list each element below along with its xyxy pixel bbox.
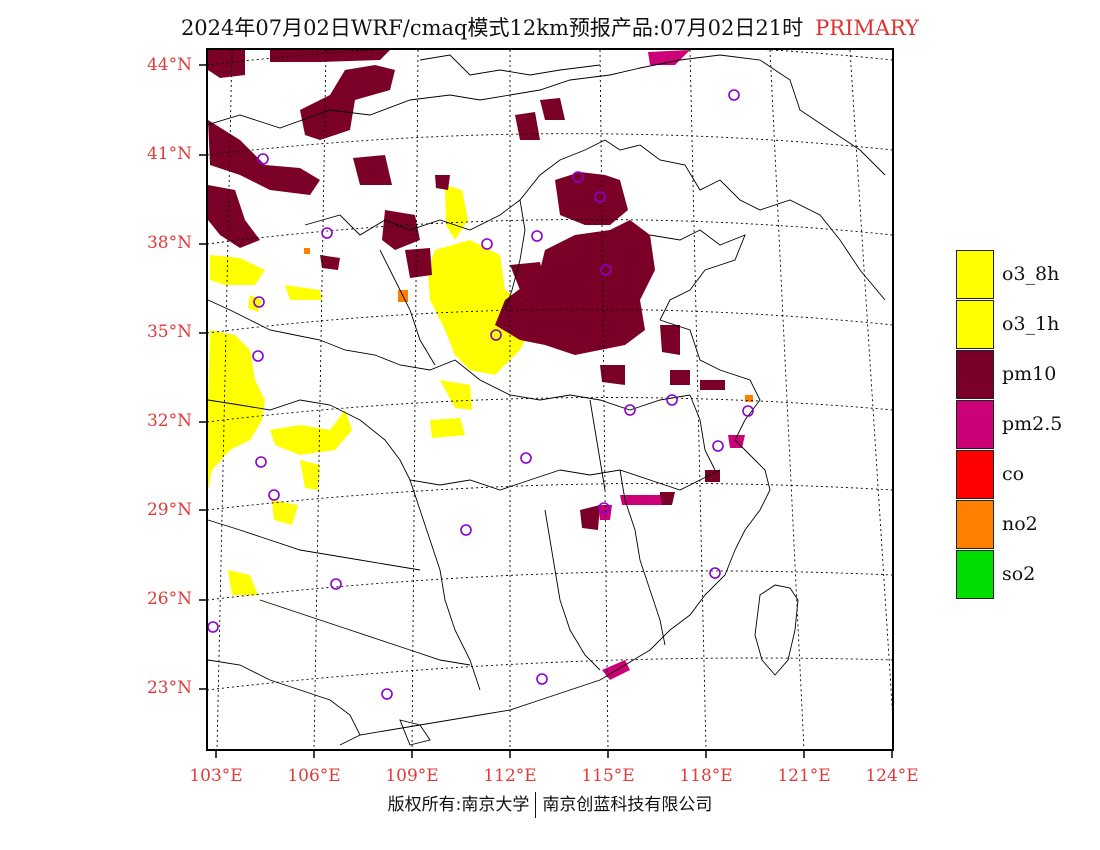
lat-label-38: 38°N (146, 233, 192, 253)
legend-item-o3-8h: o3_8h (956, 249, 1062, 299)
legend-swatch (956, 549, 994, 599)
legend-swatch (956, 349, 994, 399)
legend-swatch (956, 299, 994, 349)
legend-swatch (956, 399, 994, 449)
lon-label-103: 103°E (189, 766, 243, 786)
lat-label-26: 26°N (146, 589, 192, 609)
legend-item-no2: no2 (956, 499, 1062, 549)
legend-item-so2: so2 (956, 549, 1062, 599)
pollutant-legend: o3_8h o3_1h pm10 pm2.5 co no2 so2 (956, 249, 1062, 599)
legend-label: pm2.5 (1002, 413, 1063, 435)
lat-label-35: 35°N (146, 322, 192, 342)
lat-label-41: 41°N (146, 144, 192, 164)
lat-label-44: 44°N (146, 55, 192, 75)
legend-label: o3_1h (1002, 313, 1060, 335)
legend-label: so2 (1002, 563, 1036, 585)
axis-ticks (199, 64, 893, 758)
legend-label: o3_8h (1002, 263, 1060, 285)
footer-divider (535, 792, 537, 818)
graticule (207, 49, 893, 750)
title-text: 2024年07月02日WRF/cmaq模式12km预报产品:07月02日21时 (180, 16, 804, 40)
map-frame (206, 48, 894, 751)
legend-swatch (956, 499, 994, 549)
legend-item-pm10: pm10 (956, 349, 1062, 399)
legend-swatch (956, 249, 994, 299)
lon-label-118: 118°E (679, 766, 733, 786)
legend-swatch (956, 449, 994, 499)
lon-label-124: 124°E (865, 766, 919, 786)
legend-item-o3-1h: o3_1h (956, 299, 1062, 349)
lon-label-112: 112°E (483, 766, 537, 786)
pm10-field (208, 50, 725, 530)
lon-label-121: 121°E (777, 766, 831, 786)
legend-label: pm10 (1002, 363, 1057, 385)
lon-label-106: 106°E (287, 766, 341, 786)
map-title: 2024年07月02日WRF/cmaq模式12km预报产品:07月02日21时 P… (0, 12, 1100, 42)
station-markers (207, 89, 754, 700)
lat-label-32: 32°N (146, 411, 192, 431)
copyright-left: 版权所有:南京大学 (387, 795, 530, 815)
lon-label-115: 115°E (581, 766, 635, 786)
boundary-lines (207, 54, 886, 746)
copyright-right: 南京创蓝科技有限公司 (542, 795, 713, 815)
legend-label: co (1002, 463, 1025, 485)
legend-item-co: co (956, 449, 1062, 499)
lat-label-23: 23°N (146, 678, 192, 698)
legend-label: no2 (1002, 513, 1038, 535)
legend-item-pm25: pm2.5 (956, 399, 1062, 449)
copyright-footer: 版权所有:南京大学 南京创蓝科技有限公司 (0, 790, 1100, 818)
title-primary-tag: PRIMARY (815, 16, 920, 40)
lat-label-29: 29°N (146, 500, 192, 520)
lon-label-109: 109°E (385, 766, 439, 786)
